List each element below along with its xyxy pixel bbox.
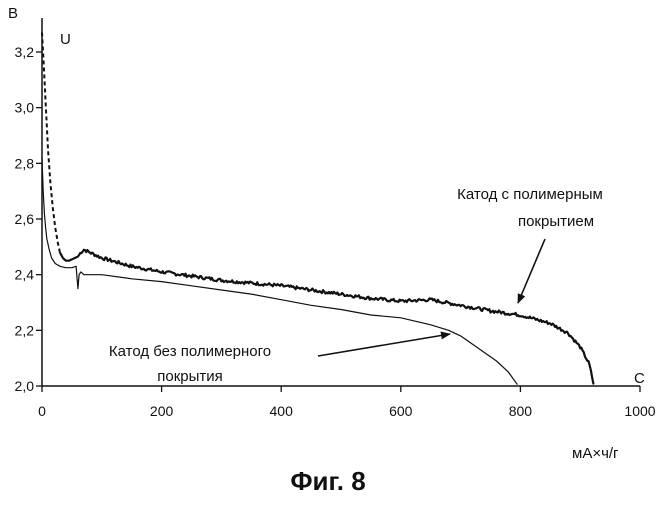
- y-tick-label: 2,6: [15, 211, 35, 227]
- y-tick-label: 2,0: [15, 378, 35, 394]
- x-tick-label: 1000: [624, 403, 655, 419]
- x-tick-label: 200: [150, 403, 174, 419]
- annotation-uncoated-arrow: [318, 334, 450, 356]
- figure-caption: Фиг. 8: [290, 466, 365, 496]
- annotation-coated-arrow: [518, 239, 545, 303]
- y-tick-label: 2,8: [15, 155, 35, 171]
- y-tick-label: 3,0: [15, 100, 35, 116]
- x-tick-label: 800: [509, 403, 533, 419]
- annotation-uncoated-line2: покрытия: [157, 368, 223, 385]
- y-axis-label: В: [8, 5, 18, 22]
- x-tick-label: 600: [389, 403, 413, 419]
- y-tick-label: 3,2: [15, 44, 35, 60]
- annotation-uncoated-line1: Катод без полимерного: [109, 343, 271, 360]
- x-axis-symbol: C: [634, 370, 645, 387]
- series-coated-cathode: [60, 250, 594, 384]
- y-tick-label: 2,4: [15, 267, 35, 283]
- y-tick-label: 2,2: [15, 322, 35, 338]
- x-axis-label: мА×ч/г: [572, 445, 619, 462]
- x-tick-label: 400: [270, 403, 294, 419]
- series-layer: [42, 33, 593, 385]
- annotation-coated-line2: покрытием: [518, 213, 594, 230]
- annotation-coated-line1: Катод с полимерным: [457, 186, 603, 203]
- y-axis-symbol: U: [60, 31, 71, 48]
- x-tick-label: 0: [38, 403, 46, 419]
- y-tick-labels: 2,0 2,2 2,4 2,6 2,8 3,0 3,2: [15, 44, 35, 394]
- x-tick-labels: 0 200 400 600 800 1000: [38, 403, 656, 419]
